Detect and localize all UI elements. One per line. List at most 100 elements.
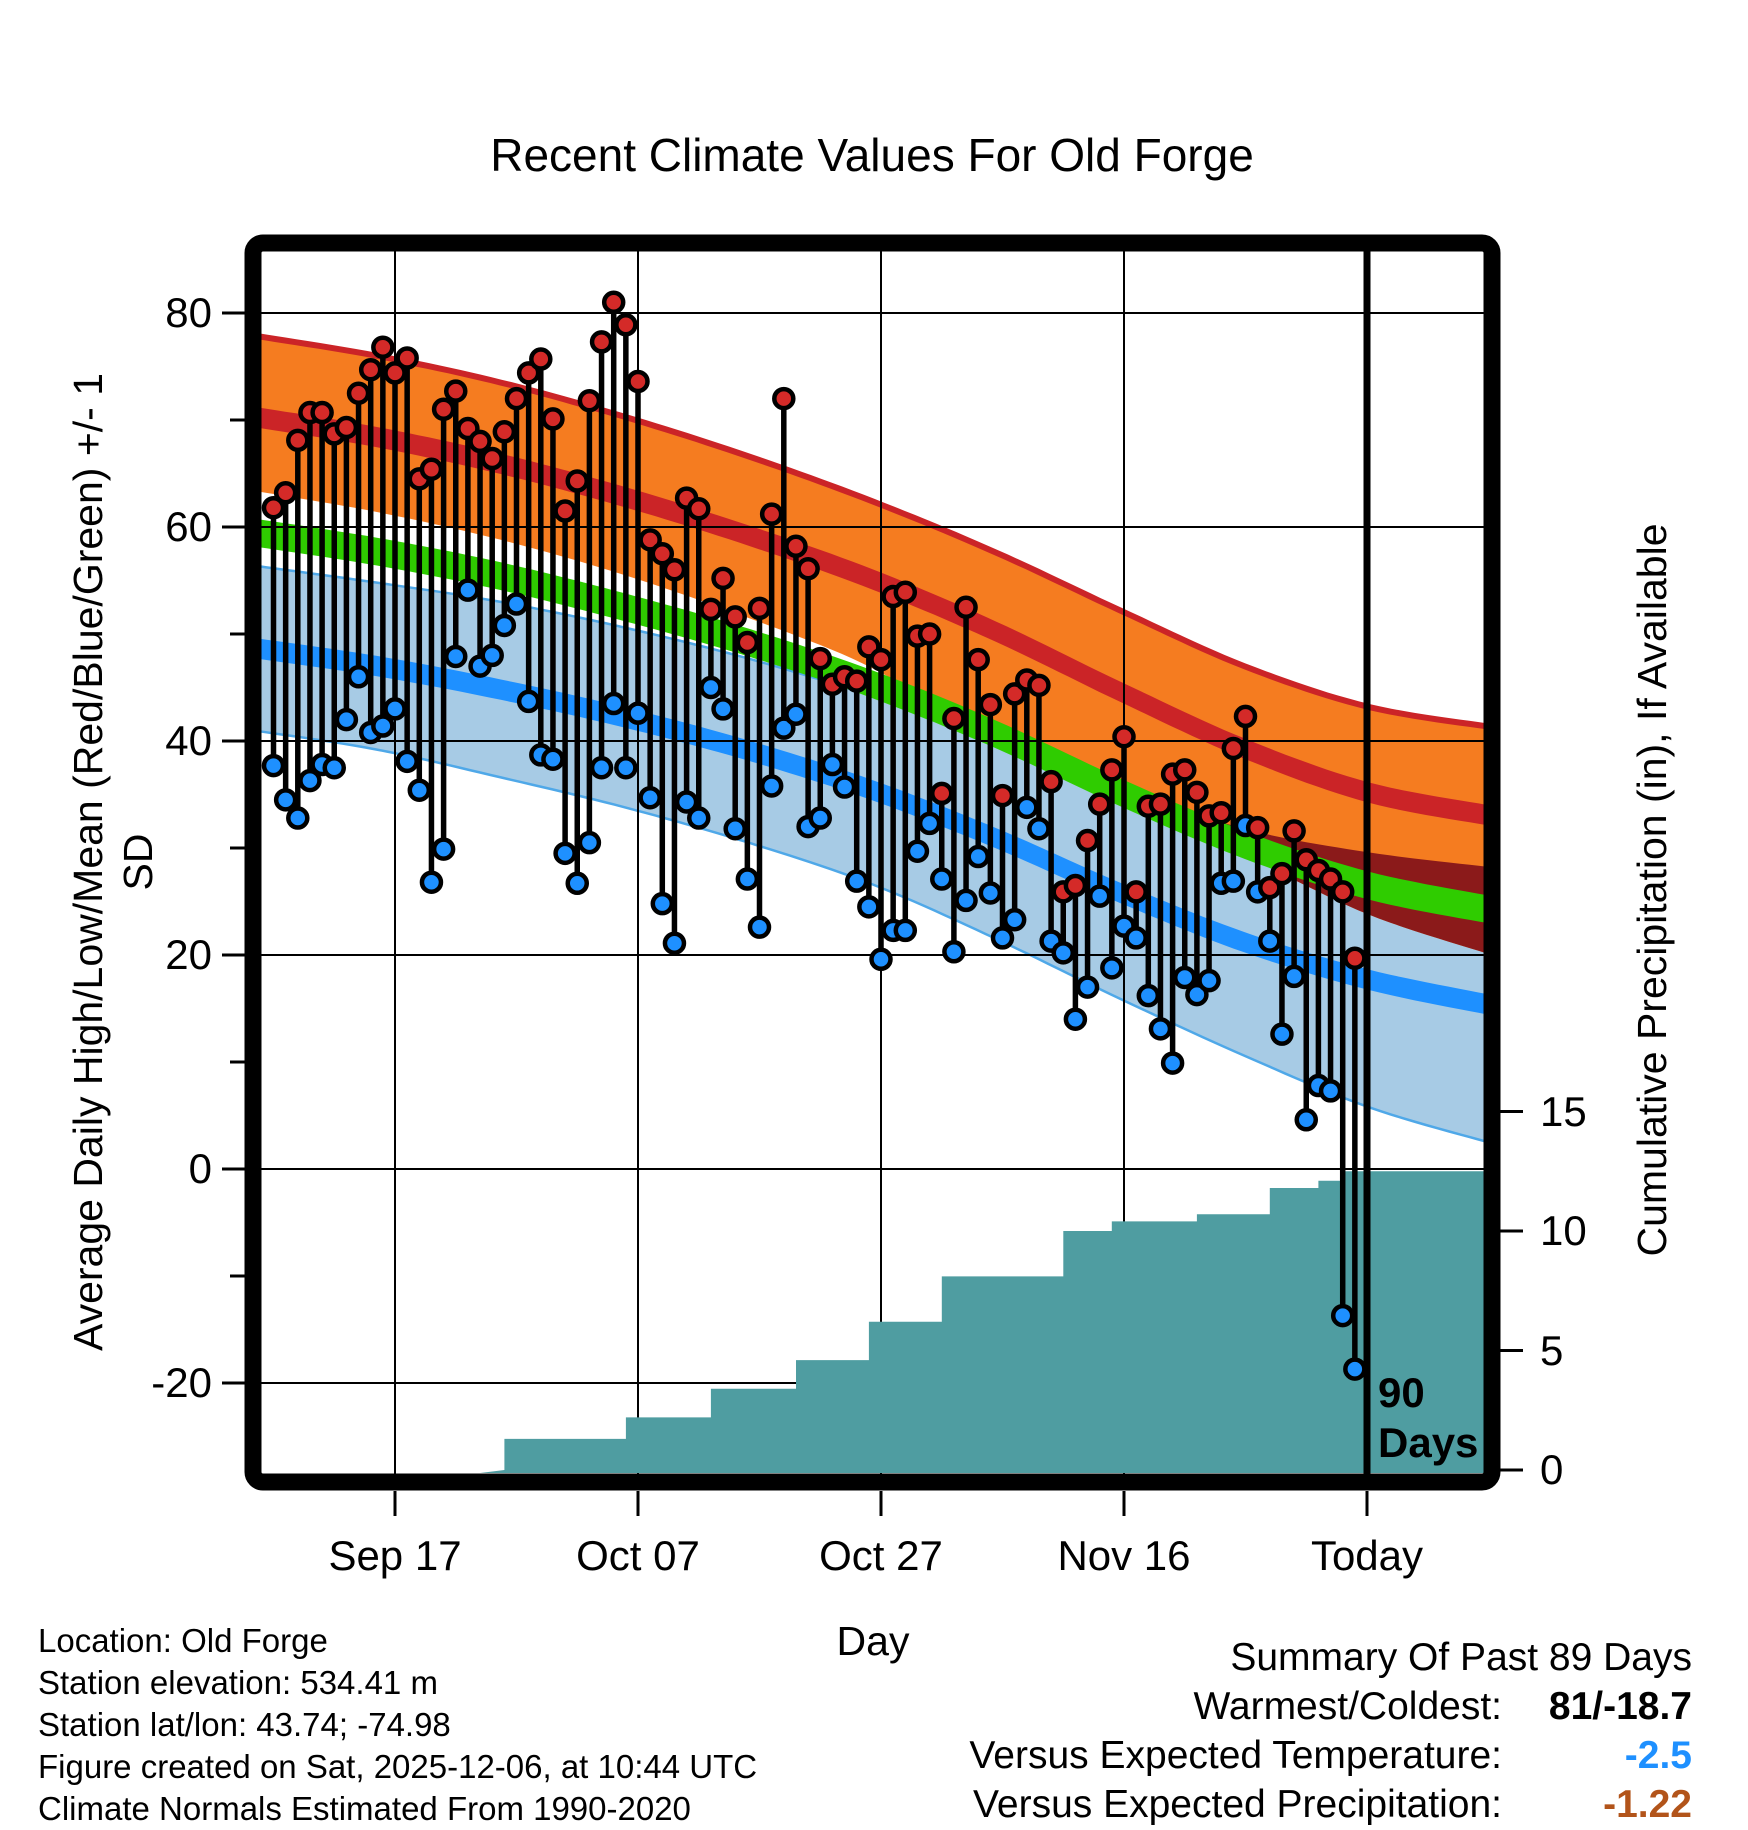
x-tick-label: Sep 17	[328, 1532, 462, 1579]
daily-high-dot	[747, 596, 772, 621]
daily-high-dot	[444, 379, 468, 403]
daily-high-dot	[1002, 682, 1027, 706]
daily-high-low-stems	[261, 290, 1367, 1381]
high-plus-sd-edge-line	[253, 332, 1492, 731]
daily-high-dot	[687, 497, 711, 521]
daily-low-dot	[334, 707, 359, 732]
daily-high-dot	[286, 428, 310, 453]
summary-row-vs-precipitation: Versus Expected Precipitation: -1.22	[792, 1780, 1692, 1829]
daily-low-dot	[456, 578, 480, 602]
daily-high-dot	[930, 781, 954, 806]
summary-value: -1.22	[1603, 1783, 1692, 1826]
summary-title: Summary Of Past 89 Days	[1230, 1636, 1692, 1679]
daily-low-dot	[1330, 1303, 1355, 1328]
daily-high-dot	[1233, 704, 1258, 729]
daily-high-dot	[1258, 875, 1282, 900]
daily-high-dot	[638, 528, 662, 552]
daily-low-dot	[1185, 982, 1209, 1007]
daily-low-dot	[1221, 869, 1246, 893]
daily-low-dot	[930, 867, 954, 891]
daily-high-dot	[334, 415, 359, 440]
y-right-tick-label: 0	[1540, 1446, 1564, 1493]
daily-high-dot	[1330, 880, 1355, 904]
plot-area	[253, 243, 1492, 1482]
daily-low-dot	[298, 768, 322, 793]
daily-low-dot	[869, 947, 893, 972]
y-left-tick-label: 60	[165, 503, 212, 550]
daily-low-dot	[601, 691, 626, 716]
daily-low-dot	[1075, 975, 1100, 999]
daily-low-dot	[553, 841, 577, 866]
axis-ticks	[222, 311, 1523, 1516]
daily-high-dot	[1343, 946, 1367, 970]
daily-high-dot	[1245, 815, 1270, 840]
daily-high-dot	[261, 495, 286, 520]
daily-low-dot	[261, 753, 286, 778]
daily-low-dot	[1124, 926, 1148, 950]
daily-high-dot	[1270, 861, 1294, 886]
daily-low-dot	[1063, 1007, 1088, 1031]
daily-low-dot	[699, 675, 723, 700]
y-left-tick-label: 0	[188, 1145, 212, 1192]
daily-low-dot	[371, 714, 395, 738]
daily-high-dot	[1075, 828, 1100, 853]
daily-low-dot	[1027, 816, 1051, 841]
daily-high-dot	[735, 630, 760, 655]
daily-low-dot	[1173, 965, 1197, 990]
daily-high-dot	[1209, 800, 1233, 825]
daily-high-dot	[346, 381, 371, 405]
ninety-days-line1: 90	[1378, 1369, 1425, 1416]
summary-row-warmest-coldest: Warmest/Coldest: 81/-18.7	[792, 1682, 1692, 1731]
y-left-tick-label: 80	[165, 289, 212, 336]
x-tick-label: Today	[1310, 1532, 1424, 1579]
daily-low-dot	[1270, 1022, 1294, 1046]
daily-low-dot	[273, 788, 298, 812]
x-tick-label: Nov 16	[1057, 1532, 1191, 1579]
daily-low-dot	[614, 756, 638, 780]
station-location: Location: Old Forge	[38, 1622, 328, 1659]
daily-low-dot	[1015, 795, 1039, 820]
daily-low-dot	[1343, 1357, 1367, 1381]
daily-low-dot	[577, 830, 602, 855]
daily-low-dot	[759, 774, 784, 798]
daily-low-dot	[735, 867, 760, 891]
daily-low-dot	[723, 816, 747, 841]
daily-low-dot	[407, 778, 432, 802]
daily-low-dot	[674, 790, 699, 814]
daily-high-dot	[589, 330, 614, 354]
daily-low-dot	[942, 940, 966, 964]
daily-high-dot	[869, 647, 893, 672]
daily-low-dot	[978, 881, 1003, 905]
daily-low-dot	[893, 918, 918, 943]
summary-value: 81/-18.7	[1548, 1685, 1692, 1728]
daily-high-dot	[577, 388, 602, 413]
daily-high-dot	[1173, 758, 1197, 782]
daily-high-dot	[966, 647, 990, 672]
bottom-axis-title: Day	[836, 1618, 910, 1664]
daily-low-dot	[1318, 1079, 1343, 1103]
daily-high-dot	[1039, 769, 1063, 794]
daily-low-dot	[1100, 956, 1124, 980]
summary-value: -2.5	[1624, 1734, 1692, 1777]
daily-low-dot	[504, 592, 529, 616]
daily-low-dot	[383, 697, 407, 721]
daily-high-dot	[1185, 780, 1209, 805]
daily-high-dot	[808, 646, 832, 671]
daily-low-dot	[626, 701, 650, 725]
daily-low-dot	[844, 869, 869, 893]
daily-low-dot	[687, 806, 711, 830]
daily-high-dot	[383, 361, 407, 385]
daily-high-dot	[723, 605, 747, 629]
station-info-block: Location: Old Forge Station elevation: 5…	[38, 1620, 757, 1830]
daily-high-dot	[480, 446, 504, 471]
daily-high-dot	[431, 397, 456, 422]
daily-low-dot	[1282, 964, 1306, 989]
daily-high-dot	[1112, 724, 1136, 749]
daily-low-dot	[492, 613, 517, 638]
daily-low-dot	[905, 839, 930, 863]
daily-high-dot	[492, 420, 517, 444]
y-right-tick-label: 10	[1540, 1207, 1587, 1254]
daily-low-dot	[1160, 1051, 1185, 1075]
daily-high-dot	[273, 481, 298, 505]
daily-low-dot	[808, 806, 832, 830]
